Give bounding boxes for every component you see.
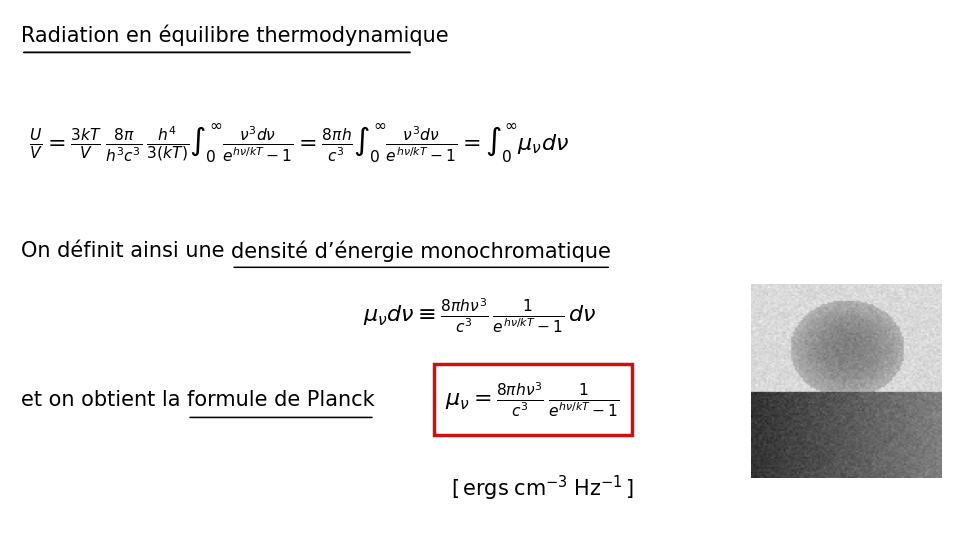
Text: densité d’énergie monochromatique: densité d’énergie monochromatique [231,240,612,262]
Text: formule de Planck: formule de Planck [187,389,374,410]
Text: $[\,\mathrm{ergs}\;\mathrm{cm}^{-3}\;\mathrm{Hz}^{-1}\,]$: $[\,\mathrm{ergs}\;\mathrm{cm}^{-3}\;\ma… [451,474,634,503]
Text: Radiation en équilibre thermodynamique: Radiation en équilibre thermodynamique [21,24,448,46]
Text: $\frac{U}{V} = \frac{3kT}{V}\,\frac{8\pi}{h^3c^3}\,\frac{h^4}{3(kT)} \int_0^{\in: $\frac{U}{V} = \frac{3kT}{V}\,\frac{8\pi… [29,122,569,165]
Text: et on obtient la: et on obtient la [21,389,187,410]
Text: On définit ainsi une: On définit ainsi une [21,241,231,261]
Bar [434,364,632,435]
Text: $\mu_\nu = \frac{8\pi h\nu^3}{c^3}\,\frac{1}{e^{h\nu/kT}-1}$: $\mu_\nu = \frac{8\pi h\nu^3}{c^3}\,\fra… [445,380,620,419]
Text: $\mu_\nu d\nu \equiv \frac{8\pi h \nu^3}{c^3}\,\frac{1}{e^{h\nu/kT}-1}\,d\nu$: $\mu_\nu d\nu \equiv \frac{8\pi h \nu^3}… [363,296,597,335]
